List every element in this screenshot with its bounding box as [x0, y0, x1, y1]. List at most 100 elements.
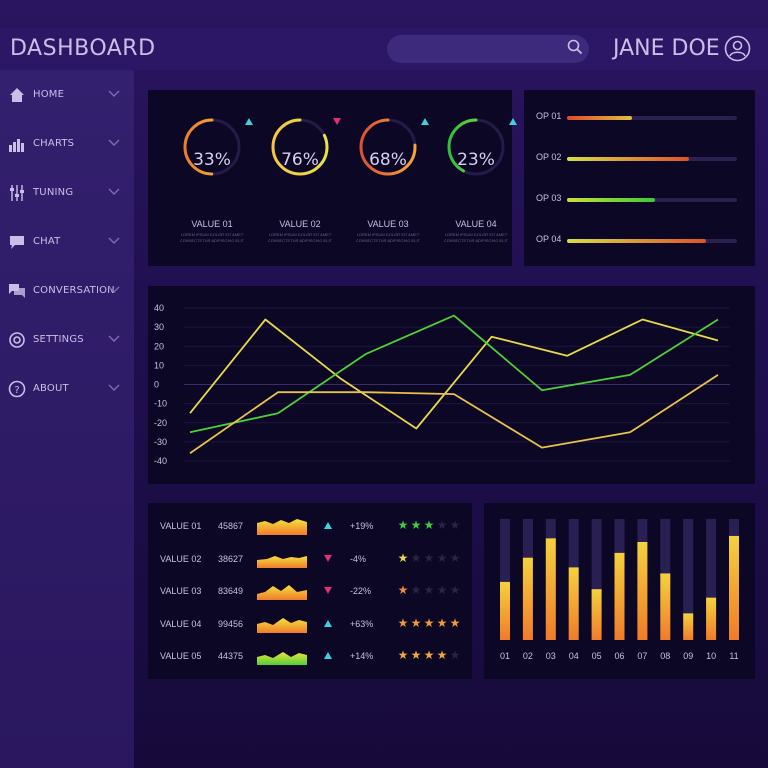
- x-tick-label: 08: [660, 651, 670, 661]
- sidebar-item-tuning[interactable]: TUNING: [0, 178, 134, 208]
- gauge-label: VALUE 03: [367, 219, 409, 229]
- gauge-value: 68%: [369, 150, 407, 170]
- star-filled-icon: ★: [397, 648, 410, 662]
- op-label: OP 04: [536, 234, 562, 244]
- sparkline: [257, 652, 307, 665]
- op-row: OP 01: [524, 107, 755, 127]
- line-series: [189, 314, 719, 434]
- values-table-panel: VALUE 01 45867 +19% ★★★★★ VALUE 02 38627 -4% ★★…: [148, 503, 472, 679]
- line-series: [189, 374, 719, 455]
- home-icon: [10, 88, 24, 102]
- top-bar: DASHBOARD JANE DOE: [0, 28, 768, 70]
- y-tick-label: -30: [154, 437, 167, 447]
- chevron-down-icon[interactable]: [108, 138, 120, 148]
- row-number: 44375: [218, 651, 244, 661]
- trend-up-icon: [324, 619, 332, 627]
- gauge-label: VALUE 02: [279, 219, 321, 229]
- x-tick-label: 10: [706, 651, 716, 661]
- table-row: VALUE 02 38627 -4% ★★★★★: [148, 545, 472, 571]
- table-row: VALUE 04 99456 +63% ★★★★★: [148, 610, 472, 636]
- search-input[interactable]: [387, 35, 589, 63]
- star-rating: ★★★★★: [397, 551, 462, 565]
- bar-chart-panel: 01 02 03 04 05 06 07 08 09 10 11: [484, 503, 755, 679]
- y-tick-label: 30: [154, 322, 164, 332]
- sidebar: HOME CHARTS TUNING CHAT CONVERSATION SET…: [0, 70, 134, 768]
- gauge-ring: [447, 118, 505, 176]
- bar: [614, 552, 625, 640]
- star-rating: ★★★★★: [397, 583, 462, 597]
- op-label: OP 02: [536, 152, 562, 162]
- bar-chart: 01 02 03 04 05 06 07 08 09 10 11: [500, 519, 739, 661]
- star-empty-icon: ★: [423, 583, 436, 597]
- chevron-down-icon[interactable]: [108, 383, 120, 393]
- op-progress-track: [567, 157, 737, 161]
- chevron-down-icon[interactable]: [108, 187, 120, 197]
- trend-down-icon: [324, 587, 332, 594]
- bar: [522, 557, 533, 640]
- gauge-label: VALUE 04: [455, 219, 497, 229]
- sidebar-item-chat[interactable]: CHAT: [0, 227, 134, 257]
- star-filled-icon: ★: [410, 648, 423, 662]
- chevron-down-icon[interactable]: [108, 236, 120, 246]
- bar: [545, 538, 556, 640]
- star-empty-icon: ★: [449, 648, 462, 662]
- star-empty-icon: ★: [436, 583, 449, 597]
- row-number: 99456: [218, 618, 244, 629]
- star-filled-icon: ★: [436, 648, 449, 662]
- app-title: DASHBOARD: [10, 36, 156, 61]
- chevron-down-icon[interactable]: [108, 334, 120, 344]
- sidebar-item-settings[interactable]: SETTINGS: [0, 325, 134, 355]
- sidebar-item-label: CHAT: [33, 236, 61, 247]
- star-rating: ★★★★★: [397, 648, 462, 662]
- row-name: VALUE 04: [160, 618, 202, 629]
- sidebar-item-conversation[interactable]: CONVERSATION: [0, 276, 134, 306]
- row-change: -4%: [350, 553, 367, 564]
- y-tick-label: -20: [154, 418, 167, 428]
- gauge-label: VALUE 01: [191, 219, 233, 229]
- line-chart-panel: 40 30 20 10 0 -10 -20 -30 -40: [148, 286, 755, 484]
- conversation-icon: [9, 284, 25, 298]
- sidebar-item-charts[interactable]: CHARTS: [0, 129, 134, 159]
- x-tick-label: 01: [500, 651, 510, 661]
- sparkline: [257, 555, 307, 568]
- svg-text:?: ?: [14, 385, 19, 396]
- x-tick-label: 03: [546, 651, 556, 661]
- star-filled-icon: ★: [397, 615, 410, 630]
- search-icon[interactable]: [566, 38, 584, 56]
- op-label: OP 03: [536, 193, 562, 203]
- trend-up-icon: [324, 522, 332, 529]
- star-filled-icon: ★: [423, 615, 436, 630]
- op-progress-fill: [567, 116, 632, 120]
- row-change: +19%: [350, 521, 374, 531]
- x-tick-label: 05: [592, 651, 602, 661]
- star-filled-icon: ★: [397, 550, 410, 565]
- sidebar-item-label: CONVERSATION: [33, 285, 115, 296]
- table-row: VALUE 03 83649 -22% ★★★★★: [148, 577, 472, 603]
- sidebar-item-about[interactable]: ? ABOUT: [0, 374, 134, 404]
- bar: [683, 613, 694, 640]
- row-number: 83649: [218, 586, 244, 596]
- sidebar-item-label: TUNING: [33, 187, 74, 198]
- bar-track: [500, 519, 510, 640]
- y-tick-label: -10: [154, 399, 167, 409]
- trend-down-icon: [324, 554, 332, 562]
- trend-up-icon: [324, 652, 332, 659]
- row-change: +63%: [350, 618, 374, 629]
- chevron-down-icon[interactable]: [108, 89, 120, 99]
- sparkline: [257, 519, 307, 535]
- chevron-down-icon[interactable]: [108, 285, 120, 295]
- x-tick-label: 06: [614, 651, 624, 661]
- star-rating: ★★★★★: [397, 616, 462, 630]
- x-tick-label: 11: [729, 651, 738, 661]
- avatar-icon[interactable]: [724, 35, 751, 62]
- user-name: JANE DOE: [613, 36, 720, 61]
- sidebar-item-home[interactable]: HOME: [0, 80, 134, 110]
- gauge-description: LOREM IPSUM DOLOR SIT AMET CONSECTETUR AD…: [355, 232, 420, 243]
- sparkline: [257, 585, 307, 600]
- sidebar-item-label: CHARTS: [33, 138, 75, 149]
- gauge-ring: [359, 118, 417, 176]
- row-name: VALUE 02: [160, 553, 202, 564]
- row-name: VALUE 03: [160, 586, 202, 596]
- chat-icon: [10, 236, 24, 249]
- ops-panel: OP 01 OP 02 OP 03 OP 04: [524, 90, 755, 266]
